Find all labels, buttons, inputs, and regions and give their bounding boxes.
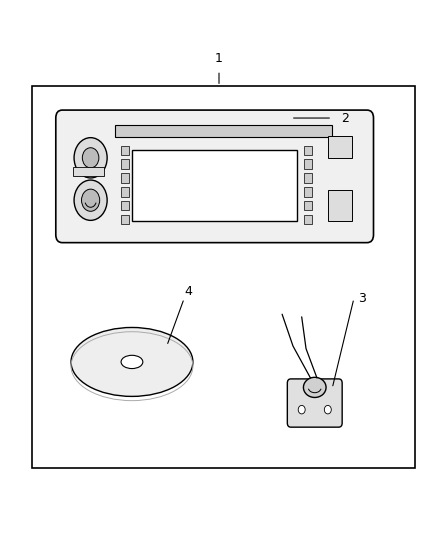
Bar — [121, 146, 129, 155]
Bar — [304, 187, 312, 197]
FancyBboxPatch shape — [56, 110, 374, 243]
Bar — [304, 215, 312, 224]
Circle shape — [82, 148, 99, 168]
Bar — [32, 86, 415, 468]
Circle shape — [74, 180, 107, 220]
Bar — [121, 187, 129, 197]
Bar — [304, 173, 312, 183]
Bar — [121, 215, 129, 224]
Bar — [73, 167, 104, 176]
Bar — [121, 201, 129, 211]
Bar — [121, 159, 129, 169]
Bar — [304, 146, 312, 155]
Bar — [115, 125, 332, 136]
Bar — [121, 173, 129, 183]
Bar — [132, 150, 297, 221]
FancyBboxPatch shape — [287, 379, 342, 427]
Bar — [328, 190, 352, 221]
Text: 3: 3 — [358, 292, 366, 305]
Text: 2: 2 — [341, 111, 349, 125]
Ellipse shape — [121, 356, 143, 368]
Ellipse shape — [304, 377, 326, 398]
Circle shape — [74, 138, 107, 178]
Circle shape — [324, 406, 331, 414]
Bar — [304, 201, 312, 211]
Text: 1: 1 — [215, 52, 223, 65]
Circle shape — [81, 189, 100, 211]
Circle shape — [298, 406, 305, 414]
Ellipse shape — [71, 327, 193, 397]
Bar — [304, 159, 312, 169]
Text: 4: 4 — [184, 285, 192, 298]
Bar — [328, 135, 352, 158]
